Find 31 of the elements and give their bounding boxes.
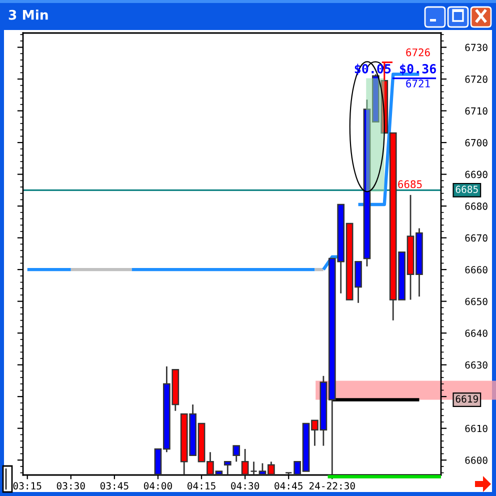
y-tick-label: 6610 — [465, 424, 488, 432]
x-tick-label: 04:45 — [274, 482, 302, 490]
y-tick-label: 6660 — [465, 266, 488, 274]
candlestick — [232, 445, 240, 462]
x-tick-label: 03:15 — [13, 482, 42, 490]
y-tick-label: 6710 — [465, 107, 488, 115]
candlestick — [224, 460, 232, 475]
candlestick — [250, 460, 258, 475]
annotation: 6721 — [406, 80, 430, 88]
y-tick-label: 6720 — [465, 76, 488, 83]
ref-line-label: 6685 — [456, 186, 478, 194]
x-tick-label: 24-22:30 — [309, 482, 355, 490]
y-tick-label: 6630 — [465, 361, 488, 369]
annotation: 6685 — [398, 180, 422, 188]
chart-title: 3 Min — [8, 10, 48, 20]
band-label: 6619 — [456, 395, 478, 403]
y-tick-label: 6650 — [465, 298, 488, 306]
x-tick-label: 04:15 — [188, 482, 216, 490]
y-tick-label: 6640 — [465, 330, 488, 337]
annotation: 6726 — [406, 48, 430, 56]
y-tick-label: 6680 — [465, 202, 488, 210]
y-tick-label: 6670 — [465, 234, 488, 242]
y-tick-label: 6700 — [465, 139, 488, 146]
x-tick-label: 03:30 — [56, 482, 85, 490]
x-tick-label: 04:00 — [144, 482, 172, 490]
x-tick-label: 03:45 — [100, 482, 128, 490]
y-tick-label: 6690 — [465, 170, 488, 178]
y-tick-label: 6600 — [465, 456, 488, 464]
x-tick-label: 04:30 — [231, 482, 260, 490]
y-tick-label: 6730 — [465, 44, 488, 52]
candlestick — [241, 448, 249, 475]
